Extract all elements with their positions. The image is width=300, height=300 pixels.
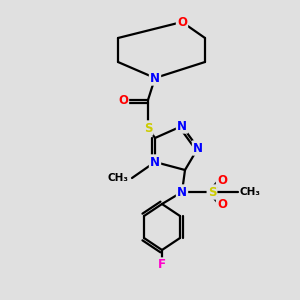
Text: N: N [177, 185, 187, 199]
Text: S: S [144, 122, 152, 134]
Text: O: O [177, 16, 187, 28]
Text: O: O [217, 197, 227, 211]
Text: N: N [150, 155, 160, 169]
Text: S: S [208, 185, 216, 199]
Text: N: N [193, 142, 203, 154]
Text: O: O [118, 94, 128, 106]
Text: CH₃: CH₃ [108, 173, 129, 183]
Text: O: O [217, 173, 227, 187]
Text: N: N [177, 119, 187, 133]
Text: CH₃: CH₃ [240, 187, 261, 197]
Text: N: N [150, 71, 160, 85]
Text: F: F [158, 259, 166, 272]
